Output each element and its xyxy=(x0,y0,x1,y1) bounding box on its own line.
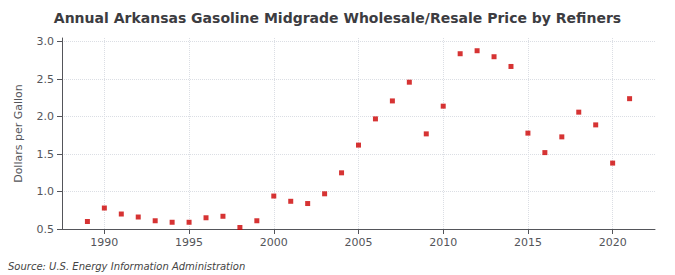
svg-text:3.0: 3.0 xyxy=(37,35,55,48)
svg-text:1995: 1995 xyxy=(175,236,203,249)
svg-text:2010: 2010 xyxy=(429,236,457,249)
svg-text:0.5: 0.5 xyxy=(37,223,55,236)
svg-text:2015: 2015 xyxy=(514,236,542,249)
svg-text:1.0: 1.0 xyxy=(37,185,55,198)
svg-text:Annual Arkansas Gasoline Midgr: Annual Arkansas Gasoline Midgrade Wholes… xyxy=(54,10,621,26)
svg-text:2.0: 2.0 xyxy=(37,110,55,123)
svg-text:2005: 2005 xyxy=(345,236,373,249)
svg-text:1990: 1990 xyxy=(90,236,118,249)
svg-text:Source: U.S. Energy Informatio: Source: U.S. Energy Information Administ… xyxy=(8,261,245,272)
svg-text:2.5: 2.5 xyxy=(37,73,55,86)
svg-text:2020: 2020 xyxy=(599,236,627,249)
svg-text:1.5: 1.5 xyxy=(37,148,55,161)
svg-text:Dollars per Gallon: Dollars per Gallon xyxy=(12,84,25,183)
svg-text:2000: 2000 xyxy=(260,236,288,249)
